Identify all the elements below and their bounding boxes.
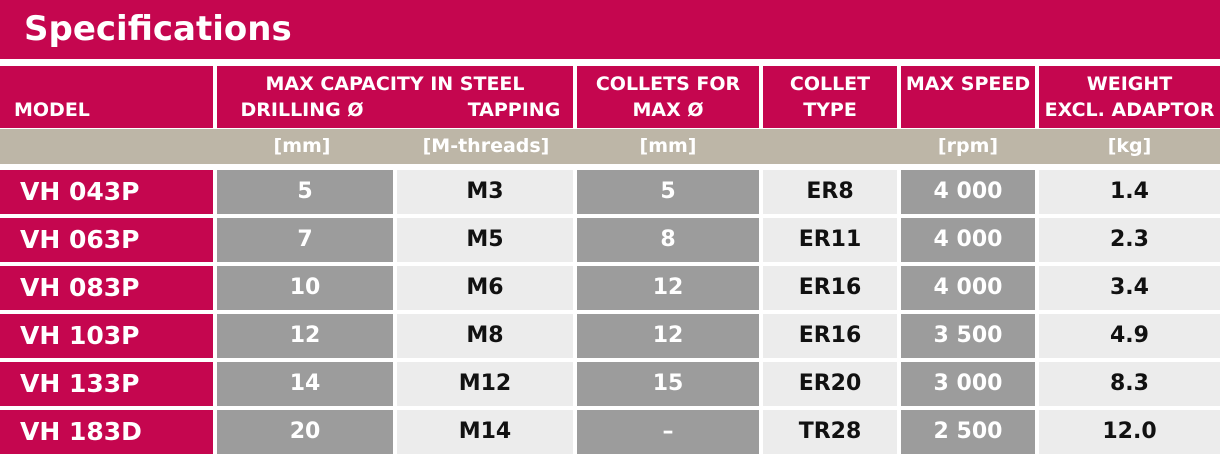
cell-model: VH 083P xyxy=(0,266,213,310)
cell-tapping: M14 xyxy=(397,410,573,454)
cell-model: VH 103P xyxy=(0,314,213,358)
cell-model: VH 063P xyxy=(0,218,213,262)
cell-model: VH 183D xyxy=(0,410,213,454)
cell-tapping: M5 xyxy=(397,218,573,262)
cell-model: VH 043P xyxy=(0,170,213,214)
cell-speed: 4 000 xyxy=(901,218,1035,262)
header-collets-line1: COLLETS FOR xyxy=(595,73,741,95)
cell-speed: 4 000 xyxy=(901,266,1035,310)
cell-drilling: 12 xyxy=(217,314,393,358)
unit-tapping: [M-threads] xyxy=(422,135,550,157)
cell-drilling: 14 xyxy=(217,362,393,406)
cell-weight: 8.3 xyxy=(1039,362,1220,406)
unit-collets: [mm] xyxy=(639,135,697,157)
table-row: VH 083P 10 M6 12 ER16 4 000 3.4 xyxy=(0,266,1220,310)
cell-speed: 3 500 xyxy=(901,314,1035,358)
cell-collet-type: ER16 xyxy=(763,266,897,310)
cell-drilling: 7 xyxy=(217,218,393,262)
header-max-capacity: MAX CAPACITY IN STEEL DRILLING Ø TAPPING xyxy=(217,66,573,128)
cell-model: VH 133P xyxy=(0,362,213,406)
header-max-speed: MAX SPEED xyxy=(901,66,1035,128)
cell-collets: – xyxy=(577,410,759,454)
cell-drilling: 20 xyxy=(217,410,393,454)
cell-weight: 4.9 xyxy=(1039,314,1220,358)
header-collet-type-line2: TYPE xyxy=(803,99,857,121)
header-collet-type-line1: COLLET xyxy=(789,73,871,95)
unit-weight: [kg] xyxy=(1107,135,1152,157)
table-row: VH 183D 20 M14– TR28 2 500 12.0 xyxy=(0,410,1220,454)
cell-collets: 8 xyxy=(577,218,759,262)
cell-weight: 1.4 xyxy=(1039,170,1220,214)
cell-speed: 3 000 xyxy=(901,362,1035,406)
header-weight: WEIGHT EXCL. ADAPTOR xyxy=(1039,66,1220,128)
header-max-speed-label: MAX SPEED xyxy=(905,73,1031,95)
header-max-capacity-label: MAX CAPACITY IN STEEL xyxy=(265,73,525,95)
header-tapping-label: TAPPING xyxy=(467,99,561,121)
header-collets-line2: MAX Ø xyxy=(632,99,704,121)
table-row: VH 063P 7 M5 8 ER11 4 000 2.3 xyxy=(0,218,1220,262)
table-row: VH 103P 12 M8 12 ER16 3 500 4.9 xyxy=(0,314,1220,358)
cell-collet-type: ER8 xyxy=(763,170,897,214)
cell-drilling: 5 xyxy=(217,170,393,214)
cell-collet-type: ER11 xyxy=(763,218,897,262)
cell-collets: 5 xyxy=(577,170,759,214)
header-drilling-label: DRILLING Ø xyxy=(240,99,364,121)
cell-tapping: M3 xyxy=(397,170,573,214)
cell-weight: 3.4 xyxy=(1039,266,1220,310)
cell-weight: 12.0 xyxy=(1039,410,1220,454)
table-row: VH 043P 5 M3 5 ER8 4 000 1.4 xyxy=(0,170,1220,214)
cell-tapping: M8 xyxy=(397,314,573,358)
unit-speed: [rpm] xyxy=(937,135,999,157)
header-model-label: MODEL xyxy=(14,99,90,121)
cell-speed: 2 500 xyxy=(901,410,1035,454)
header-collet-type: COLLET TYPE xyxy=(763,66,897,128)
cell-collets: 12 xyxy=(577,314,759,358)
cell-collets: 15 xyxy=(577,362,759,406)
units-row: [mm] [M-threads] [mm] [rpm] [kg] xyxy=(0,129,1220,164)
cell-weight: 2.3 xyxy=(1039,218,1220,262)
header-weight-line1: WEIGHT xyxy=(1086,73,1173,95)
cell-collet-type: ER16 xyxy=(763,314,897,358)
cell-tapping: M12 xyxy=(397,362,573,406)
cell-collets: 12 xyxy=(577,266,759,310)
page-title: Specifications xyxy=(0,0,1220,59)
header-collets: COLLETS FOR MAX Ø xyxy=(577,66,759,128)
cell-drilling: 10 xyxy=(217,266,393,310)
cell-collet-type: ER20 xyxy=(763,362,897,406)
cell-collet-type: TR28 xyxy=(763,410,897,454)
table-row: VH 133P 14 M12 15 ER20 3 000 8.3 xyxy=(0,362,1220,406)
header-weight-line2: EXCL. ADAPTOR xyxy=(1044,99,1215,121)
cell-tapping: M6 xyxy=(397,266,573,310)
cell-speed: 4 000 xyxy=(901,170,1035,214)
table-header: MODEL MAX CAPACITY IN STEEL DRILLING Ø T… xyxy=(0,66,1220,128)
unit-drilling: [mm] xyxy=(273,135,331,157)
header-model: MODEL xyxy=(0,66,213,128)
